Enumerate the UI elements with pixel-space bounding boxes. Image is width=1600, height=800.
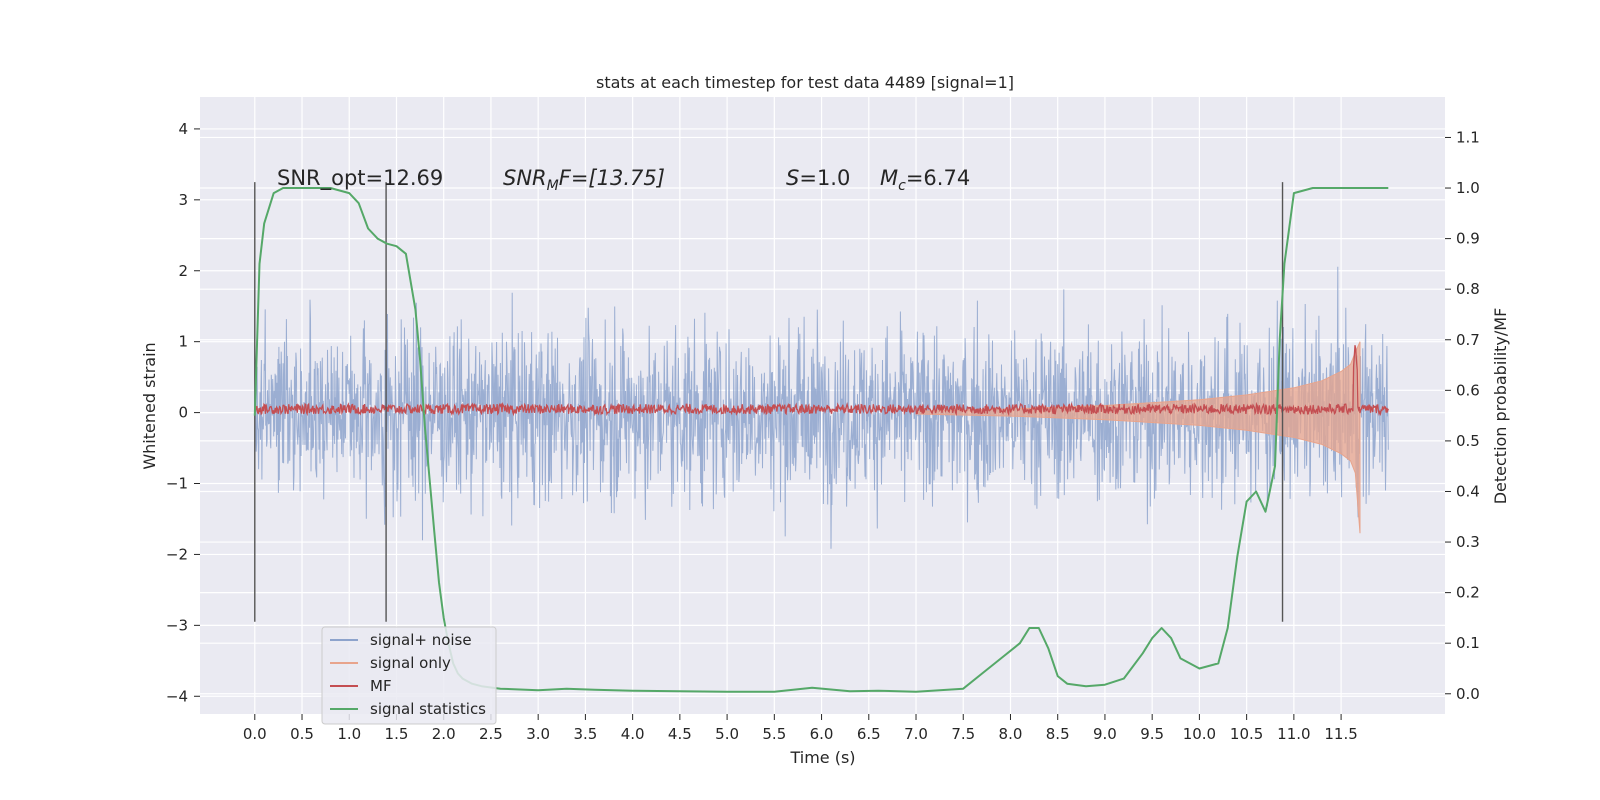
legend-label-signal-noise: signal+ noise: [370, 631, 472, 649]
y-tick-label: 2: [178, 262, 188, 280]
y2-tick-label: 0.5: [1456, 432, 1480, 450]
x-tick-label: 2.0: [432, 725, 456, 743]
series-mf: [254, 345, 1389, 417]
chart-title: stats at each timestep for test data 448…: [596, 73, 1014, 92]
x-tick-label: 5.0: [715, 725, 739, 743]
x-tick-label: 9.0: [1093, 725, 1117, 743]
x-tick-label: 5.5: [762, 725, 786, 743]
annotation-snr-opt-text: SNR_opt=12.69: [277, 166, 443, 191]
y-tick-label: 4: [178, 120, 188, 138]
x-tick-label: 4.5: [668, 725, 692, 743]
x-tick-label: 1.5: [385, 725, 409, 743]
mf-line: [254, 345, 1389, 417]
y-tick-label: −4: [166, 687, 188, 705]
series-signal-statistics: [253, 187, 1389, 693]
y2-tick-label: 1.0: [1456, 179, 1480, 197]
x-tick-label: 8.0: [999, 725, 1023, 743]
y-tick-label: 1: [178, 333, 188, 351]
annotation-snr-mf-base: SNR: [503, 166, 547, 190]
y2-axis-ticks: 1.1 1.0 0.9 0.8 0.7 0.6 0.5 0.4 0.3 0.2 0.1 0.0: [1445, 128, 1480, 703]
y2-tick-label: 0.0: [1456, 685, 1480, 703]
annotation-mc-sub: c: [898, 178, 906, 194]
y2-tick-label: 0.2: [1456, 584, 1480, 602]
x-tick-label: 10.0: [1183, 725, 1216, 743]
annotation-snr-mf-sub: M: [547, 178, 559, 194]
x-tick-label: 3.0: [526, 725, 550, 743]
x-tick-label: 8.5: [1046, 725, 1070, 743]
x-tick-label: 1.0: [337, 725, 361, 743]
legend-label-signal-only: signal only: [370, 654, 451, 672]
y2-axis-title: Detection probability/MF: [1491, 308, 1510, 505]
x-tick-label: 2.5: [479, 725, 503, 743]
y-tick-label: −2: [166, 545, 188, 563]
x-tick-label: 0.5: [290, 725, 314, 743]
x-tick-label: 9.5: [1140, 725, 1164, 743]
y-tick-label: 3: [178, 191, 188, 209]
y2-tick-label: 0.3: [1456, 533, 1480, 551]
x-tick-label: 7.0: [904, 725, 928, 743]
y2-tick-label: 0.8: [1456, 280, 1480, 298]
y2-tick-label: 1.1: [1456, 128, 1480, 146]
y2-tick-label: 0.9: [1456, 230, 1480, 248]
x-tick-label: 11.0: [1277, 725, 1310, 743]
y2-tick-label: 0.7: [1456, 331, 1480, 349]
legend-label-signal-statistics: signal statistics: [370, 700, 486, 718]
y-tick-label: 0: [178, 404, 188, 422]
y2-tick-label: 0.6: [1456, 381, 1480, 399]
annotation-s-base: S: [786, 166, 799, 190]
legend-box: [321, 626, 497, 725]
x-tick-label: 3.5: [573, 725, 597, 743]
annotation-mc: Mc=6.74: [880, 166, 970, 194]
x-axis-title: Time (s): [789, 748, 855, 767]
annotation-mc-base: M: [880, 166, 898, 190]
annotation-snr-mf: SNRMF=[13.75]: [503, 166, 665, 194]
legend-label-mf: MF: [370, 677, 392, 695]
x-tick-label: 4.0: [621, 725, 645, 743]
annotation-snr-opt: SNR_opt=12.69: [277, 166, 443, 191]
y2-tick-label: 0.1: [1456, 634, 1480, 652]
y-tick-label: −1: [166, 475, 188, 493]
annotation-s-rest: =1.0: [799, 166, 850, 190]
y-axis-ticks: 4 3 2 1 0 −1 −2 −3 −4: [166, 120, 200, 705]
y-axis-title: Whitened strain: [140, 342, 159, 469]
y-tick-label: −3: [166, 616, 188, 634]
annotation-mc-rest: =6.74: [906, 166, 970, 190]
x-tick-label: 6.0: [810, 725, 834, 743]
annotation-snr-mf-rest: F=[13.75]: [559, 166, 665, 190]
annotation-s: S=1.0: [786, 166, 850, 190]
signal-statistics-line: [253, 187, 1389, 693]
y2-tick-label: 0.4: [1456, 482, 1480, 500]
legend: signal+ noise signal only MF signal stat…: [321, 626, 497, 725]
x-tick-label: 6.5: [857, 725, 881, 743]
x-tick-label: 11.5: [1324, 725, 1357, 743]
series-signal-only: [915, 341, 1361, 534]
x-tick-label: 10.5: [1230, 725, 1263, 743]
signal-only-band: [915, 341, 1361, 534]
x-tick-label: 0.0: [243, 725, 267, 743]
x-tick-label: 7.5: [951, 725, 975, 743]
x-axis-ticks: 0.0 0.5 1.0 1.5 2.0 2.5 3.0 3.5 4.0 4.5 5.0 5.5 6.0 6…: [243, 714, 1358, 743]
